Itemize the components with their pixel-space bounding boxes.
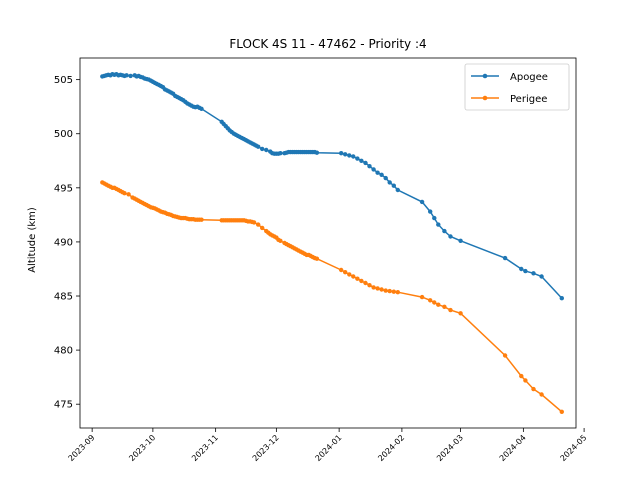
apogee-point: [419, 199, 425, 205]
apogee-point: [391, 183, 396, 188]
perigee-point: [448, 307, 453, 313]
apogee-point: [264, 147, 269, 153]
perigee-point: [502, 353, 508, 358]
apogee-point: [351, 154, 356, 159]
perigee-point: [436, 302, 441, 307]
perigee-point: [531, 386, 536, 392]
apogee-point: [436, 222, 441, 227]
perigee-point: [419, 294, 425, 300]
perigee-point: [391, 289, 396, 294]
perigee-series: [100, 180, 564, 414]
apogee-point: [519, 266, 524, 272]
apogee-point: [458, 238, 463, 243]
y-tick-label: 505: [54, 75, 73, 86]
y-tick-label: 485: [54, 292, 73, 303]
apogee-point: [256, 144, 261, 149]
apogee-series: [100, 72, 564, 301]
perigee-point: [339, 267, 344, 273]
perigee-point: [367, 283, 372, 288]
apogee-point: [355, 156, 360, 161]
legend-perigee-label: Perigee: [510, 94, 547, 105]
perigee-point: [539, 392, 544, 397]
apogee-point: [124, 73, 129, 78]
apogee-point: [363, 160, 368, 166]
perigee-point: [278, 238, 283, 243]
apogee-point: [531, 271, 536, 276]
perigee-point: [559, 409, 564, 414]
y-tick-label: 500: [54, 129, 73, 140]
perigee-point: [458, 311, 463, 316]
apogee-point: [428, 209, 433, 214]
apogee-point: [367, 164, 372, 169]
perigee-point: [432, 300, 437, 305]
y-tick-label: 480: [54, 346, 73, 357]
apogee-point: [260, 146, 265, 152]
perigee-point: [379, 287, 384, 292]
apogee-point: [502, 255, 508, 261]
y-axis: 475 480 485 490 495 500 505: [54, 75, 80, 411]
y-axis-label: Altitude (km): [27, 207, 38, 273]
perigee-point: [371, 285, 376, 290]
perigee-point: [351, 274, 356, 279]
perigee-point: [199, 217, 204, 222]
apogee-point: [314, 150, 320, 155]
apogee-point: [128, 73, 133, 79]
apogee-point: [523, 268, 528, 274]
perigee-point: [347, 272, 352, 277]
apogee-point: [448, 234, 453, 239]
apogee-point: [387, 180, 392, 185]
series-layer: [100, 72, 564, 414]
perigee-point: [442, 304, 447, 309]
perigee-point: [122, 191, 127, 196]
apogee-point: [379, 172, 384, 177]
apogee-point: [395, 187, 400, 193]
perigee-point: [126, 192, 131, 197]
plot-frame: [79, 57, 577, 429]
legend-apogee-marker: [482, 73, 488, 79]
y-tick-label: 475: [54, 400, 73, 411]
perigee-point: [260, 225, 265, 231]
legend-perigee-marker: [482, 95, 488, 101]
perigee-point: [523, 378, 528, 383]
apogee-point: [359, 158, 364, 163]
apogee-point: [383, 175, 388, 181]
apogee-point: [371, 167, 376, 172]
y-tick-label: 490: [54, 237, 73, 248]
perigee-point: [383, 288, 388, 293]
apogee-point: [199, 106, 204, 112]
perigee-point: [363, 280, 368, 286]
legend: Apogee Perigee: [464, 63, 570, 111]
apogee-point: [559, 296, 564, 301]
apogee-point: [347, 153, 352, 158]
apogee-point: [539, 274, 544, 279]
apogee-point: [278, 151, 283, 156]
perigee-point: [519, 373, 524, 379]
perigee-point: [387, 288, 392, 294]
apogee-point: [339, 151, 344, 156]
apogee-point: [343, 152, 348, 157]
perigee-point: [251, 220, 257, 225]
apogee-point: [375, 170, 380, 175]
perigee-point: [428, 298, 433, 303]
chart-title: FLOCK 4S 11 - 47462 - Priority :4: [229, 37, 426, 51]
apogee-point: [442, 228, 447, 234]
perigee-point: [256, 222, 261, 227]
y-tick-label: 495: [54, 183, 73, 194]
apogee-point: [432, 215, 437, 221]
perigee-point: [395, 290, 400, 295]
perigee-point: [343, 270, 348, 275]
perigee-point: [355, 276, 360, 281]
legend-apogee-label: Apogee: [510, 72, 548, 83]
perigee-point: [314, 256, 320, 261]
perigee-point: [375, 286, 380, 291]
perigee-point: [359, 278, 364, 284]
